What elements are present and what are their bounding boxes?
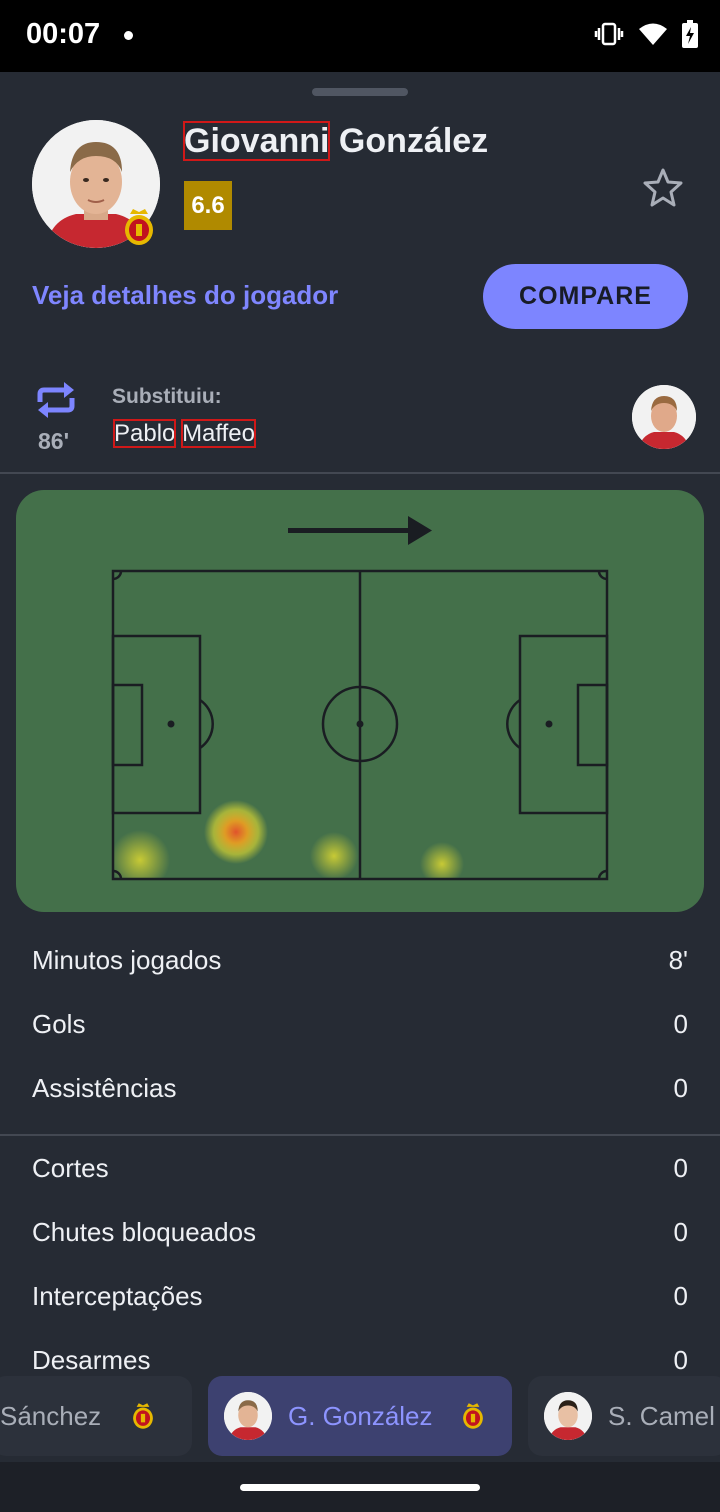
- battery-charging-icon: [682, 20, 698, 48]
- stat-value: 0: [673, 1008, 688, 1039]
- player-first-name: Giovanni: [182, 121, 331, 161]
- stat-label: Assistências: [32, 1072, 177, 1103]
- stat-value: 0: [673, 1280, 688, 1311]
- stat-value: 0: [673, 1152, 688, 1183]
- player-details-link[interactable]: Veja detalhes do jogador: [32, 280, 339, 310]
- compare-button[interactable]: COMPARE: [483, 264, 688, 329]
- stat-value: 0: [673, 1072, 688, 1103]
- vibrate-icon: [594, 22, 624, 46]
- attack-direction-arrow: [288, 516, 432, 545]
- status-bar: 00:07: [0, 0, 720, 72]
- home-gesture-bar[interactable]: [240, 1484, 480, 1491]
- stat-label: Cortes: [32, 1152, 109, 1183]
- status-time: 00:07: [26, 18, 101, 50]
- substituted-last-name: Maffeo: [181, 419, 256, 448]
- wifi-icon: [639, 23, 667, 45]
- stat-label: Minutos jogados: [32, 944, 222, 975]
- club-crest-icon: [462, 1403, 483, 1429]
- stats-group-general: Minutos jogados 8' Gols 0 Assistências 0: [0, 928, 720, 1120]
- stat-row-assists: Assistências 0: [0, 1056, 720, 1120]
- notification-dot-icon: [124, 31, 133, 40]
- stat-row-goals: Gols 0: [0, 992, 720, 1056]
- player-tab-s-camel[interactable]: S. Camel: [528, 1376, 720, 1456]
- pitch-lines: [111, 569, 609, 881]
- club-crest-icon: [125, 209, 153, 245]
- club-crest-icon: [133, 1403, 154, 1429]
- player-tab-avatar: [224, 1392, 272, 1440]
- substitution-label: Substituiu:: [112, 385, 222, 408]
- player-tab-avatar: [544, 1392, 592, 1440]
- stat-row-tackles: Desarmes 0: [0, 1328, 720, 1376]
- stat-label: Gols: [32, 1008, 86, 1039]
- substituted-player-name[interactable]: Pablo Maffeo: [112, 419, 256, 448]
- player-switcher: Sánchez G. González: [0, 1376, 720, 1456]
- stat-value: 0: [673, 1216, 688, 1247]
- stat-value: 0: [673, 1344, 688, 1375]
- stat-row-minutes: Minutos jogados 8': [0, 928, 720, 992]
- stat-row-clearances: Cortes 0: [0, 1136, 720, 1200]
- stats-group-defense: Cortes 0 Chutes bloqueados 0 Interceptaç…: [0, 1136, 720, 1376]
- stat-label: Desarmes: [32, 1344, 151, 1375]
- substitution-icon: [37, 382, 75, 418]
- heatmap-card: [16, 490, 704, 912]
- substituted-player-avatar[interactable]: [632, 385, 696, 449]
- player-tab-sanchez[interactable]: Sánchez: [0, 1376, 192, 1456]
- heatmap-pitch: [111, 516, 609, 881]
- section-divider: [0, 1134, 720, 1136]
- system-nav-bar: [0, 1462, 720, 1512]
- favorite-star-icon[interactable]: [642, 166, 684, 208]
- player-tab-label: G. González: [288, 1400, 433, 1431]
- player-last-name: González: [338, 122, 489, 160]
- sheet-drag-handle[interactable]: [312, 88, 408, 96]
- stat-label: Chutes bloqueados: [32, 1216, 257, 1247]
- stat-label: Interceptações: [32, 1280, 203, 1311]
- substitution-minute: 86': [38, 428, 70, 454]
- player-tab-g-gonzalez[interactable]: G. González: [208, 1376, 512, 1456]
- substituted-first-name: Pablo: [112, 419, 177, 448]
- rating-badge: 6.6: [184, 181, 232, 230]
- player-name: Giovanni González: [182, 121, 489, 161]
- player-tab-label: S. Camel: [608, 1400, 715, 1431]
- player-tab-label: Sánchez: [0, 1400, 102, 1431]
- player-sheet: Giovanni González 6.6 Veja detalhes do j…: [0, 72, 720, 1512]
- section-divider: [0, 472, 720, 474]
- stat-value: 8': [668, 944, 688, 975]
- heatmap-spots: [113, 800, 464, 879]
- stat-row-blocked-shots: Chutes bloqueados 0: [0, 1200, 720, 1264]
- stat-row-interceptions: Interceptações 0: [0, 1264, 720, 1328]
